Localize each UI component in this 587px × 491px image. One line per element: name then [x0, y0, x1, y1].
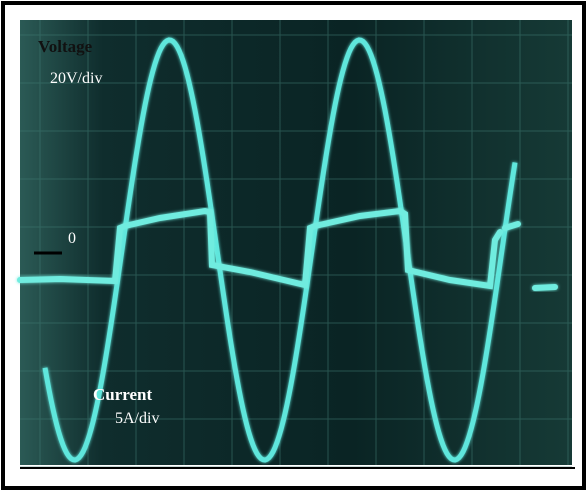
current-trace [17, 207, 558, 291]
voltage-trace [42, 37, 518, 463]
voltage-scale-label: 20V/div [50, 70, 102, 87]
voltage-label: Voltage [38, 37, 93, 56]
zero-label: 0 [68, 230, 76, 247]
current-label: Current [93, 385, 153, 404]
current-scale-label: 5A/div [115, 410, 159, 427]
